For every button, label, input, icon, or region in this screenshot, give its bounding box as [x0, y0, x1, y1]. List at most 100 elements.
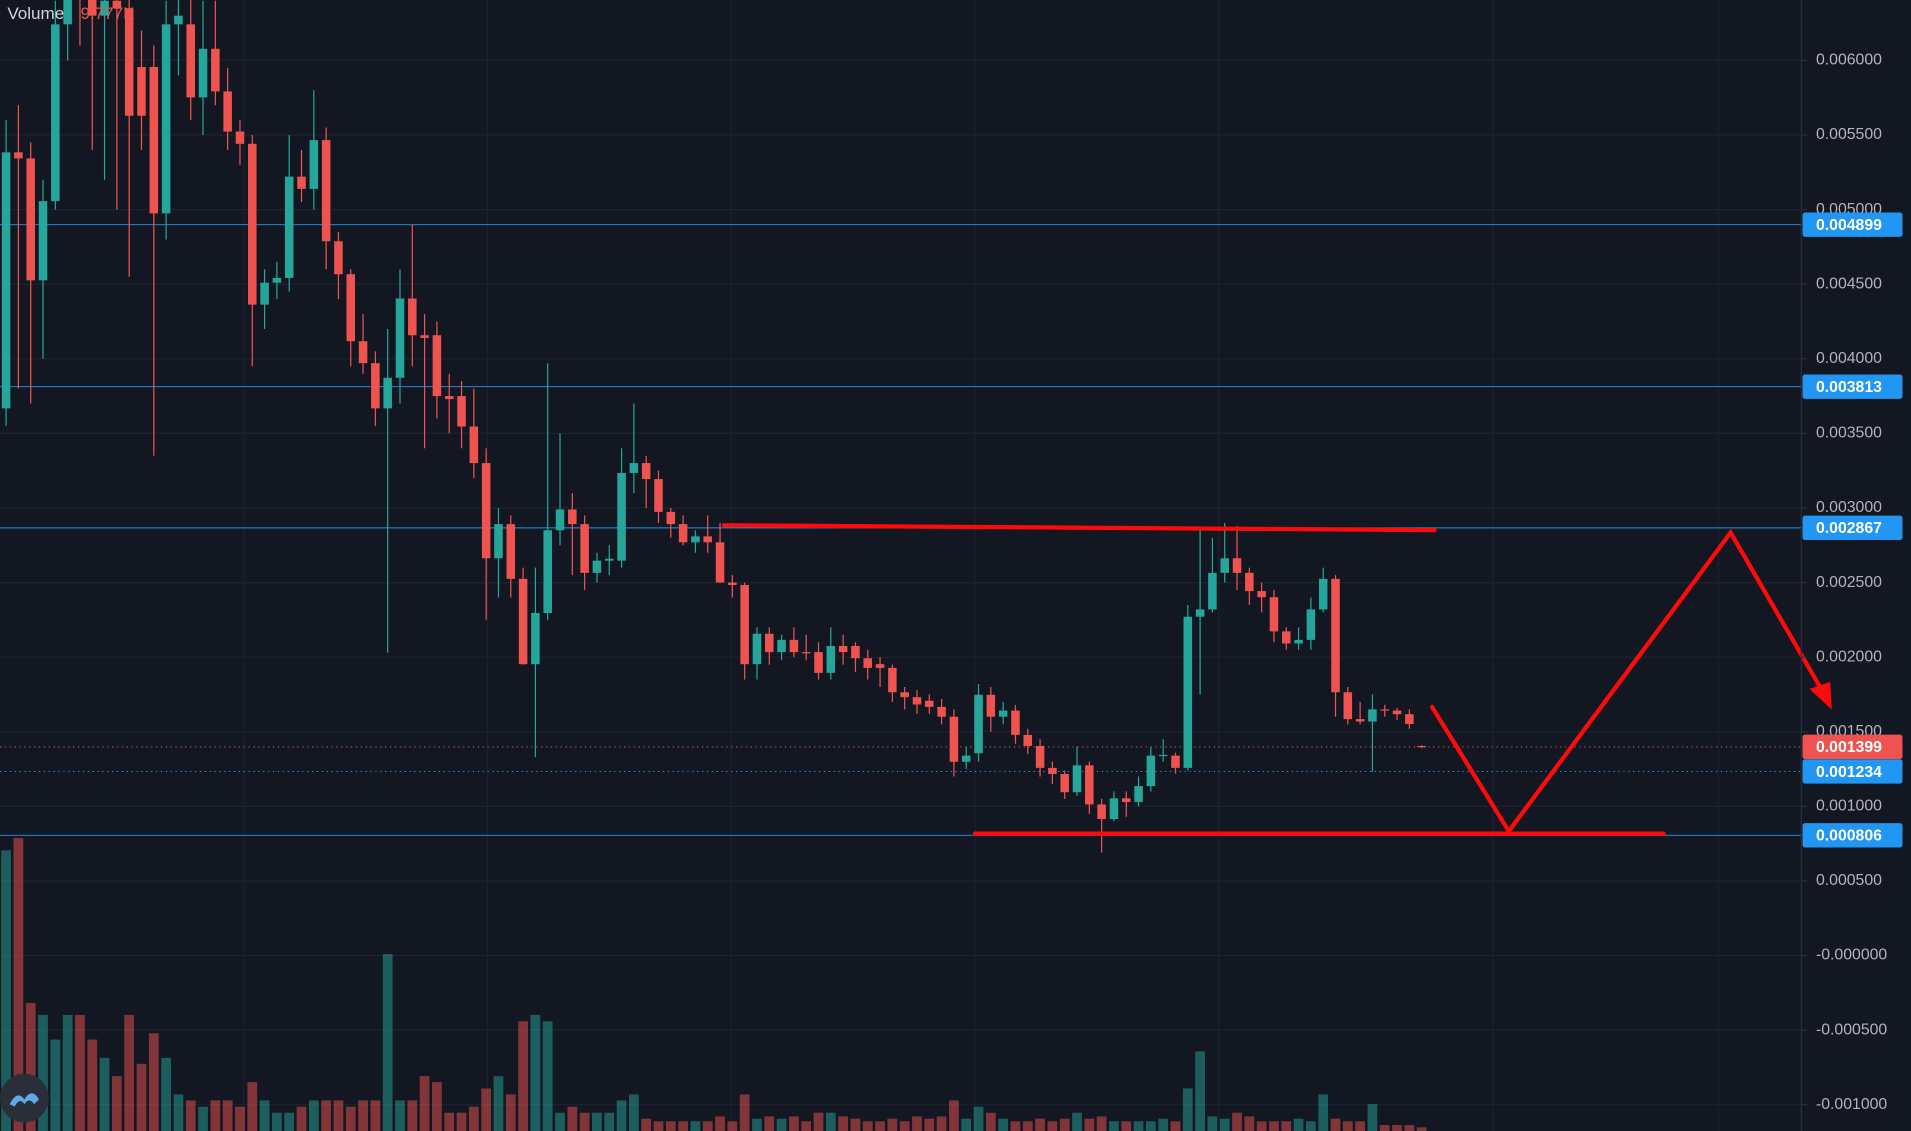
- price-box: [1802, 734, 1903, 760]
- price-box-label: 0.004899: [1816, 217, 1882, 234]
- candle-body: [51, 24, 60, 202]
- candle-body: [740, 584, 749, 665]
- volume-bar: [1330, 1118, 1341, 1131]
- candle-body: [309, 140, 319, 189]
- price-box: [1802, 212, 1903, 237]
- candle-body: [481, 463, 491, 559]
- volume-bar: [1244, 1116, 1255, 1131]
- volume-bar: [1392, 1125, 1402, 1131]
- candle-body: [888, 667, 897, 693]
- price-box-label: 0.002867: [1816, 520, 1882, 537]
- volume-bar: [1195, 1051, 1205, 1131]
- candle-body: [1072, 765, 1082, 793]
- candle-body: [420, 335, 429, 338]
- volume-bar: [432, 1082, 442, 1131]
- candle-body: [900, 692, 909, 698]
- candle-body: [1380, 709, 1390, 711]
- volume-bar: [222, 1100, 233, 1131]
- plot-area: [0, 0, 1802, 1131]
- volume-bar: [247, 1082, 258, 1131]
- volume-bar: [789, 1116, 799, 1131]
- volume-bar: [776, 1118, 787, 1131]
- candle-body: [777, 639, 786, 653]
- volume-bar: [370, 1100, 381, 1131]
- volume-bar: [850, 1118, 861, 1131]
- candle-body: [617, 472, 626, 561]
- candle-body: [112, 0, 122, 9]
- candle-body: [1220, 558, 1229, 573]
- price-box-label: 0.000806: [1816, 828, 1882, 845]
- volume-name: Volume: [7, 4, 64, 23]
- y-tick-label: 0.000500: [1816, 872, 1882, 889]
- volume-bar: [739, 1094, 750, 1131]
- candle-body: [1195, 609, 1205, 617]
- volume-bar: [530, 1014, 541, 1131]
- candle-body: [875, 664, 885, 668]
- price-box: [1802, 823, 1903, 848]
- volume-bar: [1145, 1121, 1156, 1131]
- volume-bar: [161, 1057, 171, 1131]
- volume-bar: [272, 1112, 282, 1131]
- candle-body: [371, 363, 380, 409]
- volume-bar: [235, 1106, 245, 1131]
- volume-bar: [628, 1094, 639, 1131]
- candle-body: [986, 694, 996, 717]
- volume-bar: [555, 1112, 565, 1131]
- candle-body: [87, 0, 97, 16]
- candle-body: [1183, 616, 1193, 768]
- candle-body: [568, 509, 577, 525]
- volume-bar: [678, 1121, 688, 1131]
- candle-body: [1405, 714, 1414, 725]
- candle-body: [592, 560, 602, 573]
- candle-body: [1011, 710, 1020, 735]
- volume-bar: [284, 1112, 295, 1131]
- candle-body: [469, 426, 479, 464]
- volume-bar: [764, 1116, 775, 1131]
- candle-body: [518, 578, 528, 665]
- candle-body: [395, 298, 405, 378]
- candle-body: [1, 152, 11, 409]
- volume-bar: [1047, 1121, 1058, 1131]
- price-axis: 0.0060000.0055000.0050000.0045000.004000…: [1801, 52, 1887, 1113]
- volume-bar: [382, 954, 393, 1131]
- candle-body: [26, 158, 35, 281]
- volume-bar: [419, 1076, 430, 1131]
- volume-bar: [444, 1112, 455, 1131]
- volume-bar: [481, 1088, 492, 1131]
- candle-body: [641, 463, 651, 480]
- volume-bar: [1109, 1121, 1119, 1131]
- volume-bar: [1281, 1121, 1292, 1131]
- candle-body: [580, 524, 589, 573]
- y-tick-label: -0.000000: [1816, 947, 1887, 964]
- candle-body: [765, 633, 774, 653]
- candle-body: [1171, 755, 1180, 768]
- candle-body: [174, 15, 183, 25]
- candle-body: [284, 176, 294, 278]
- candle-body: [826, 645, 836, 673]
- candle-body: [63, 0, 72, 25]
- candle-body: [211, 48, 220, 92]
- volume-bar: [1010, 1121, 1021, 1131]
- candle-body: [1417, 745, 1426, 748]
- logo[interactable]: [0, 1073, 49, 1123]
- volume-bar: [1072, 1112, 1082, 1131]
- volume-bar: [1207, 1116, 1218, 1131]
- candle-body: [1060, 773, 1069, 793]
- candle-body: [851, 645, 860, 659]
- candle-body: [629, 463, 639, 473]
- volume-bar: [875, 1121, 885, 1131]
- volume-bar: [1293, 1118, 1304, 1131]
- price-box: [1802, 374, 1903, 399]
- volume-bar: [259, 1100, 270, 1131]
- volume-bar: [358, 1100, 368, 1131]
- volume-bar: [998, 1118, 1009, 1131]
- volume-bar: [567, 1106, 578, 1131]
- candle-body: [1392, 710, 1402, 715]
- volume-bar: [912, 1116, 922, 1131]
- candle-body: [444, 396, 454, 400]
- volume-bar: [1121, 1121, 1132, 1131]
- candle-body: [654, 479, 663, 512]
- volume-bar: [50, 1039, 61, 1131]
- y-tick-label: 0.006000: [1816, 52, 1882, 69]
- candle-body: [801, 652, 811, 654]
